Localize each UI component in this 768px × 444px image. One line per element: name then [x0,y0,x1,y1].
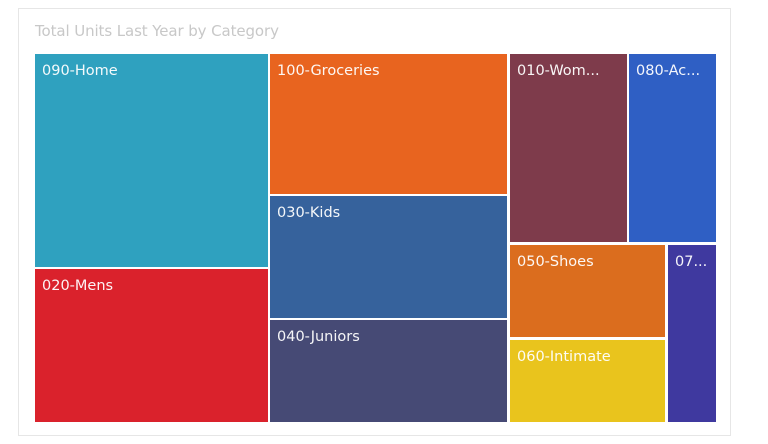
tile-label: 060-Intimate [517,349,611,365]
tile-07x[interactable]: 07... [668,245,716,422]
tile-010-womens[interactable]: 010-Wom... [510,54,627,242]
tile-060-intimate[interactable]: 060-Intimate [510,340,665,422]
tile-label: 07... [675,254,708,270]
tile-090-home[interactable]: 090-Home [35,54,268,267]
tile-label: 040-Juniors [277,329,360,345]
tile-label: 050-Shoes [517,254,594,270]
tile-100-groceries[interactable]: 100-Groceries [270,54,507,194]
tile-020-mens[interactable]: 020-Mens [35,269,268,422]
tile-050-shoes[interactable]: 050-Shoes [510,245,665,337]
tile-label: 020-Mens [42,278,114,294]
tile-080-accessories[interactable]: 080-Ac... [629,54,716,242]
chart-title: Total Units Last Year by Category [35,22,279,40]
tile-030-kids[interactable]: 030-Kids [270,196,507,318]
tile-label: 100-Groceries [277,63,380,79]
tile-label: 090-Home [42,63,118,79]
tile-label: 080-Ac... [636,63,701,79]
tile-040-juniors[interactable]: 040-Juniors [270,320,507,422]
tile-label: 030-Kids [277,205,341,221]
tile-label: 010-Wom... [517,63,600,79]
